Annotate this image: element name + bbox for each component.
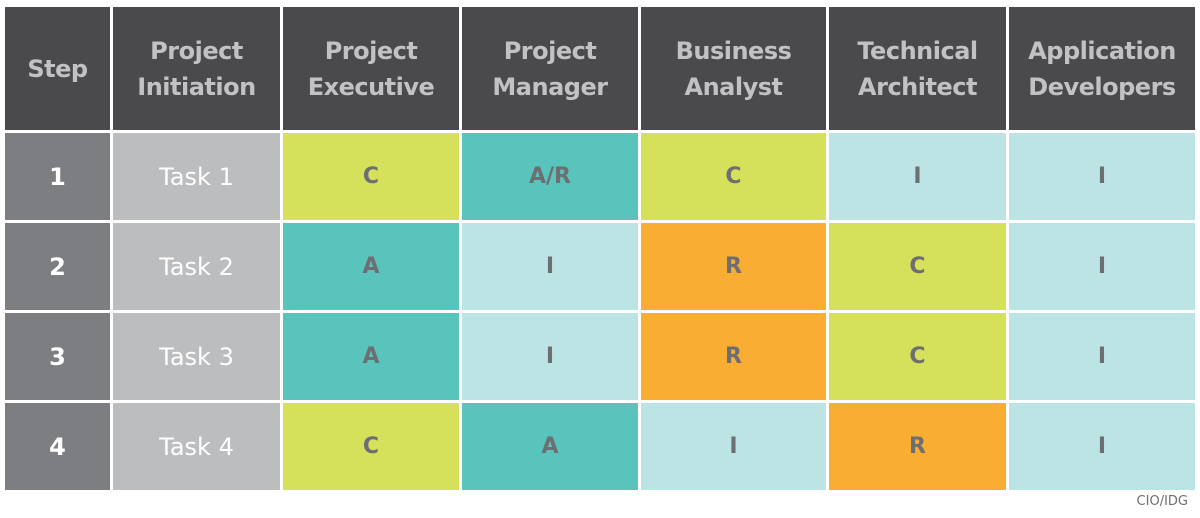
raci-cell: C [283, 403, 459, 490]
task-name: Task 3 [113, 313, 280, 400]
raci-cell: I [1009, 223, 1195, 310]
raci-cell: I [462, 313, 638, 400]
raci-cell: R [641, 223, 826, 310]
raci-cell: C [283, 133, 459, 220]
raci-cell: I [462, 223, 638, 310]
raci-cell: C [829, 223, 1006, 310]
step-number: 2 [5, 223, 110, 310]
raci-cell: R [829, 403, 1006, 490]
column-header: Project Initiation [113, 7, 280, 130]
column-header: Project Manager [462, 7, 638, 130]
raci-cell: I [1009, 403, 1195, 490]
raci-cell: C [641, 133, 826, 220]
raci-cell: C [829, 313, 1006, 400]
raci-matrix: Step Project Initiation Project Executive Pro… [5, 7, 1195, 490]
raci-cell: A [283, 223, 459, 310]
task-name: Task 2 [113, 223, 280, 310]
step-number: 3 [5, 313, 110, 400]
raci-cell: A [283, 313, 459, 400]
column-header: Application Developers [1009, 7, 1195, 130]
raci-cell: A/R [462, 133, 638, 220]
step-number: 4 [5, 403, 110, 490]
raci-cell: I [1009, 133, 1195, 220]
raci-cell: A [462, 403, 638, 490]
raci-cell: R [641, 313, 826, 400]
raci-cell: I [641, 403, 826, 490]
raci-cell: I [1009, 313, 1195, 400]
column-header: Business Analyst [641, 7, 826, 130]
column-header: Technical Architect [829, 7, 1006, 130]
raci-cell: I [829, 133, 1006, 220]
step-number: 1 [5, 133, 110, 220]
image-credit: CIO/IDG [1136, 494, 1188, 509]
task-name: Task 4 [113, 403, 280, 490]
column-header: Project Executive [283, 7, 459, 130]
column-header: Step [5, 7, 110, 130]
task-name: Task 1 [113, 133, 280, 220]
